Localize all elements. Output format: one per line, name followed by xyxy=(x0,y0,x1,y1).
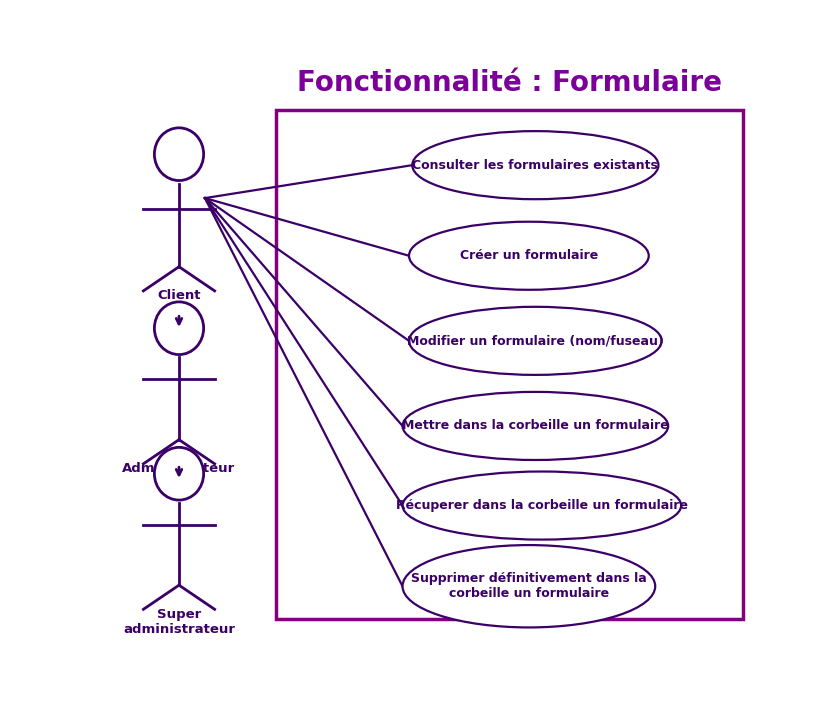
Text: Fonctionnalité : Formulaire: Fonctionnalité : Formulaire xyxy=(297,68,722,96)
Text: Supprimer définitivement dans la
corbeille un formulaire: Supprimer définitivement dans la corbeil… xyxy=(411,573,647,600)
Ellipse shape xyxy=(155,302,204,354)
Text: Super
administrateur: Super administrateur xyxy=(123,608,235,636)
Text: Mettre dans la corbeille un formulaire: Mettre dans la corbeille un formulaire xyxy=(402,419,669,433)
Ellipse shape xyxy=(155,447,204,500)
Bar xyxy=(276,111,742,619)
Ellipse shape xyxy=(409,307,661,375)
Text: Créer un formulaire: Créer un formulaire xyxy=(460,250,598,262)
Text: Administrateur: Administrateur xyxy=(122,461,236,475)
Ellipse shape xyxy=(412,131,659,199)
Text: Consulter les formulaires existants: Consulter les formulaires existants xyxy=(412,159,658,172)
Ellipse shape xyxy=(403,545,655,627)
Ellipse shape xyxy=(155,128,204,180)
Ellipse shape xyxy=(409,222,649,289)
Ellipse shape xyxy=(403,392,668,460)
Text: Client: Client xyxy=(157,289,201,302)
Text: Récuperer dans la corbeille un formulaire: Récuperer dans la corbeille un formulair… xyxy=(395,499,688,512)
Text: Modifier un formulaire (nom/fuseau): Modifier un formulaire (nom/fuseau) xyxy=(407,334,664,347)
Ellipse shape xyxy=(403,471,681,540)
